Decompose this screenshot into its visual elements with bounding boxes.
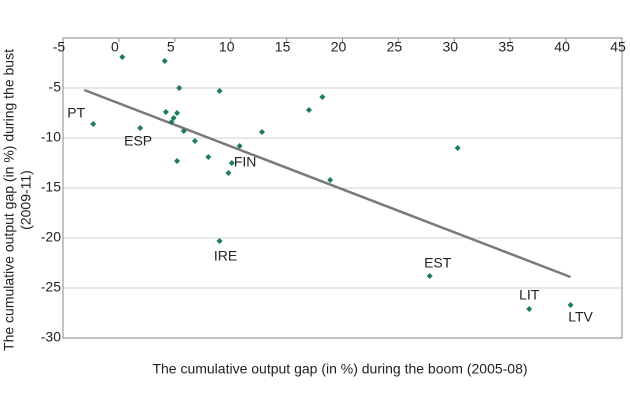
data-point [228, 160, 235, 166]
data-point [174, 110, 181, 116]
data-point [319, 94, 326, 100]
y-axis-title: The cumulative output gap (in %) during … [1, 49, 17, 351]
y-tick-label: -25 [41, 279, 61, 295]
x-tick-label: 25 [387, 39, 403, 55]
x-tick-label: 10 [219, 39, 235, 55]
x-tick-label: 20 [331, 39, 347, 55]
point-label: EST [424, 255, 452, 271]
data-point [259, 129, 266, 135]
data-point [168, 119, 175, 125]
data-point [137, 125, 144, 131]
data-point [327, 177, 334, 183]
point-label: PT [67, 105, 85, 121]
point-label: LIT [519, 287, 540, 303]
data-point [119, 54, 126, 60]
trend-line [83, 88, 572, 279]
data-point [567, 302, 574, 308]
x-tick-label: 30 [443, 39, 459, 55]
point-label: IRE [214, 248, 237, 264]
data-point [176, 85, 183, 91]
data-point [180, 128, 187, 134]
y-tick-label: -15 [41, 179, 61, 195]
data-point [216, 88, 223, 94]
data-point [426, 273, 433, 279]
data-point [161, 58, 168, 64]
data-point [174, 158, 181, 164]
y-tick-label: -5 [49, 79, 62, 95]
data-point [526, 306, 533, 312]
point-label: LTV [568, 309, 593, 325]
x-tick-label: 0 [111, 39, 119, 55]
point-label: FIN [234, 154, 257, 170]
data-point [90, 121, 97, 127]
y-tick-label: -10 [41, 129, 61, 145]
data-point [305, 107, 312, 113]
y-tick-label: -20 [41, 229, 61, 245]
y-axis-title: (2009-11) [18, 170, 34, 230]
point-label: ESP [124, 133, 152, 149]
data-point [205, 154, 212, 160]
data-point [454, 145, 461, 151]
y-tick-label: -30 [41, 329, 61, 345]
x-axis-title: The cumulative output gap (in %) during … [152, 361, 527, 377]
data-point [216, 238, 223, 244]
x-tick-label: 15 [275, 39, 291, 55]
x-tick-label: -5 [53, 39, 66, 55]
data-point [170, 115, 177, 121]
x-tick-label: 5 [167, 39, 175, 55]
data-point [225, 170, 232, 176]
x-tick-label: 40 [554, 39, 570, 55]
data-point [236, 143, 243, 149]
x-tick-label: 45 [610, 39, 626, 55]
x-tick-label: 35 [498, 39, 514, 55]
data-point [162, 109, 169, 115]
data-point [191, 138, 198, 144]
